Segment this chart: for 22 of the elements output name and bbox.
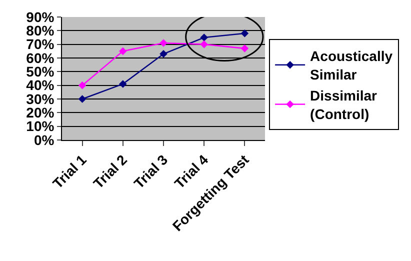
point	[240, 30, 249, 38]
point	[78, 81, 86, 90]
point	[160, 50, 168, 58]
y-tick-label: 50%	[26, 64, 55, 80]
y-tick-label: 20%	[26, 104, 55, 121]
legend-label: Acoustically Similar	[310, 48, 393, 82]
y-tick-label: 30%	[26, 90, 55, 107]
y-tick-label: 80%	[26, 22, 55, 39]
point	[78, 95, 86, 103]
y-tick-label: 60%	[26, 50, 55, 66]
point	[200, 40, 208, 48]
point	[119, 47, 127, 56]
point	[119, 80, 127, 88]
y-tick-label: 0%	[34, 132, 55, 148]
point	[160, 39, 168, 47]
point	[200, 34, 208, 42]
y-tick-label: 90%	[26, 8, 55, 25]
legend-label: Dissimilar (Control)	[310, 88, 378, 122]
y-tick-label: 40%	[26, 77, 55, 94]
y-tick-label: 70%	[26, 36, 55, 52]
point	[240, 44, 249, 52]
y-tick-label: 10%	[26, 118, 55, 134]
